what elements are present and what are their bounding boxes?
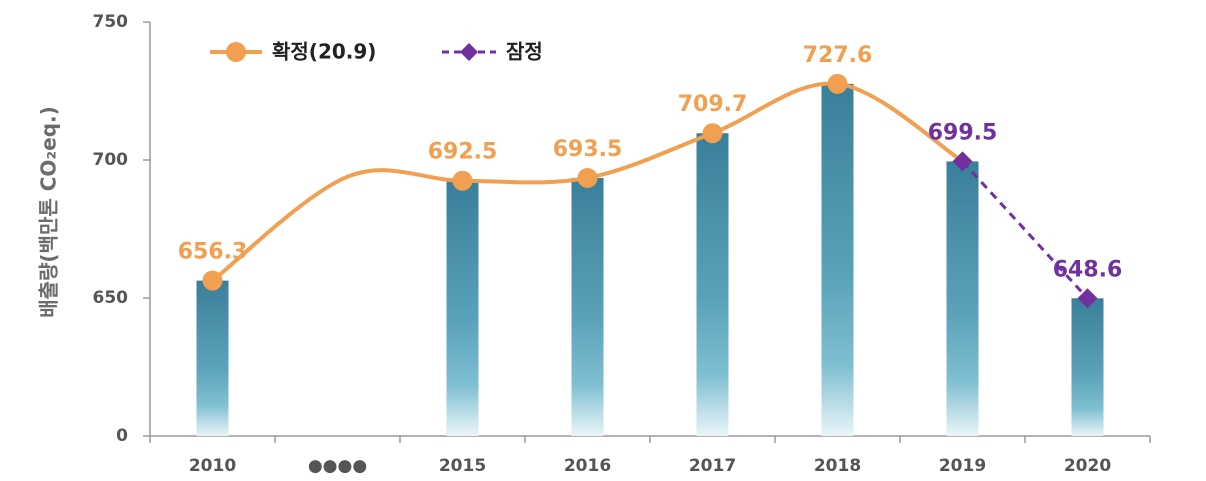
- data-label: 656.3: [178, 240, 248, 265]
- legend-label-confirmed: 확정(20.9): [272, 40, 376, 64]
- bar: [946, 161, 979, 436]
- marker-confirmed: [202, 270, 223, 291]
- y-axis-title: 배출량(백만톤 CO₂eq.): [37, 106, 61, 318]
- x-tick-label: 2016: [564, 456, 611, 476]
- axes: 0 650 700 750 2010 ●●●● 2015 2016 2017 2018 2019 20…: [93, 12, 1151, 476]
- x-tick-label: 2020: [1064, 456, 1111, 476]
- data-label: 709.7: [678, 92, 748, 117]
- data-label: 699.5: [928, 120, 998, 145]
- data-label: 693.5: [553, 137, 623, 162]
- data-labels: 656.3 692.5 693.5 709.7 727.6 699.5 648.6: [178, 43, 1123, 282]
- series-markers: [202, 73, 1098, 309]
- marker-confirmed: [577, 167, 598, 188]
- legend-marker-confirmed: [226, 42, 246, 62]
- data-label: 692.5: [428, 140, 498, 165]
- data-label: 648.6: [1053, 257, 1123, 282]
- legend-marker-provisional: [460, 43, 478, 61]
- y-tick-label: 0: [116, 426, 128, 446]
- bar: [696, 133, 729, 436]
- bars: [196, 83, 1104, 436]
- y-tick-label: 750: [93, 12, 129, 32]
- y-tick-label: 650: [93, 288, 129, 308]
- x-tick-label: 2018: [814, 456, 861, 476]
- marker-provisional: [1077, 288, 1098, 309]
- marker-confirmed: [452, 170, 473, 191]
- y-tick-label: 700: [93, 150, 129, 170]
- series-line-provisional: [961, 160, 1089, 300]
- bar: [821, 83, 854, 436]
- bar: [196, 280, 229, 436]
- legend: 확정(20.9) 잠정: [210, 40, 543, 64]
- x-tick-label: 2019: [939, 456, 986, 476]
- marker-provisional: [952, 151, 973, 172]
- bar: [446, 180, 479, 436]
- marker-confirmed: [827, 73, 848, 94]
- legend-label-provisional: 잠정: [506, 40, 543, 64]
- x-tick-label: 2010: [189, 456, 236, 476]
- marker-confirmed: [702, 123, 723, 144]
- bar: [1071, 298, 1104, 436]
- x-tick-label: 2017: [689, 456, 736, 476]
- data-label: 727.6: [803, 43, 873, 68]
- x-tick-label: ●●●●: [308, 456, 367, 476]
- bar: [571, 177, 604, 436]
- x-tick-label: 2015: [439, 456, 486, 476]
